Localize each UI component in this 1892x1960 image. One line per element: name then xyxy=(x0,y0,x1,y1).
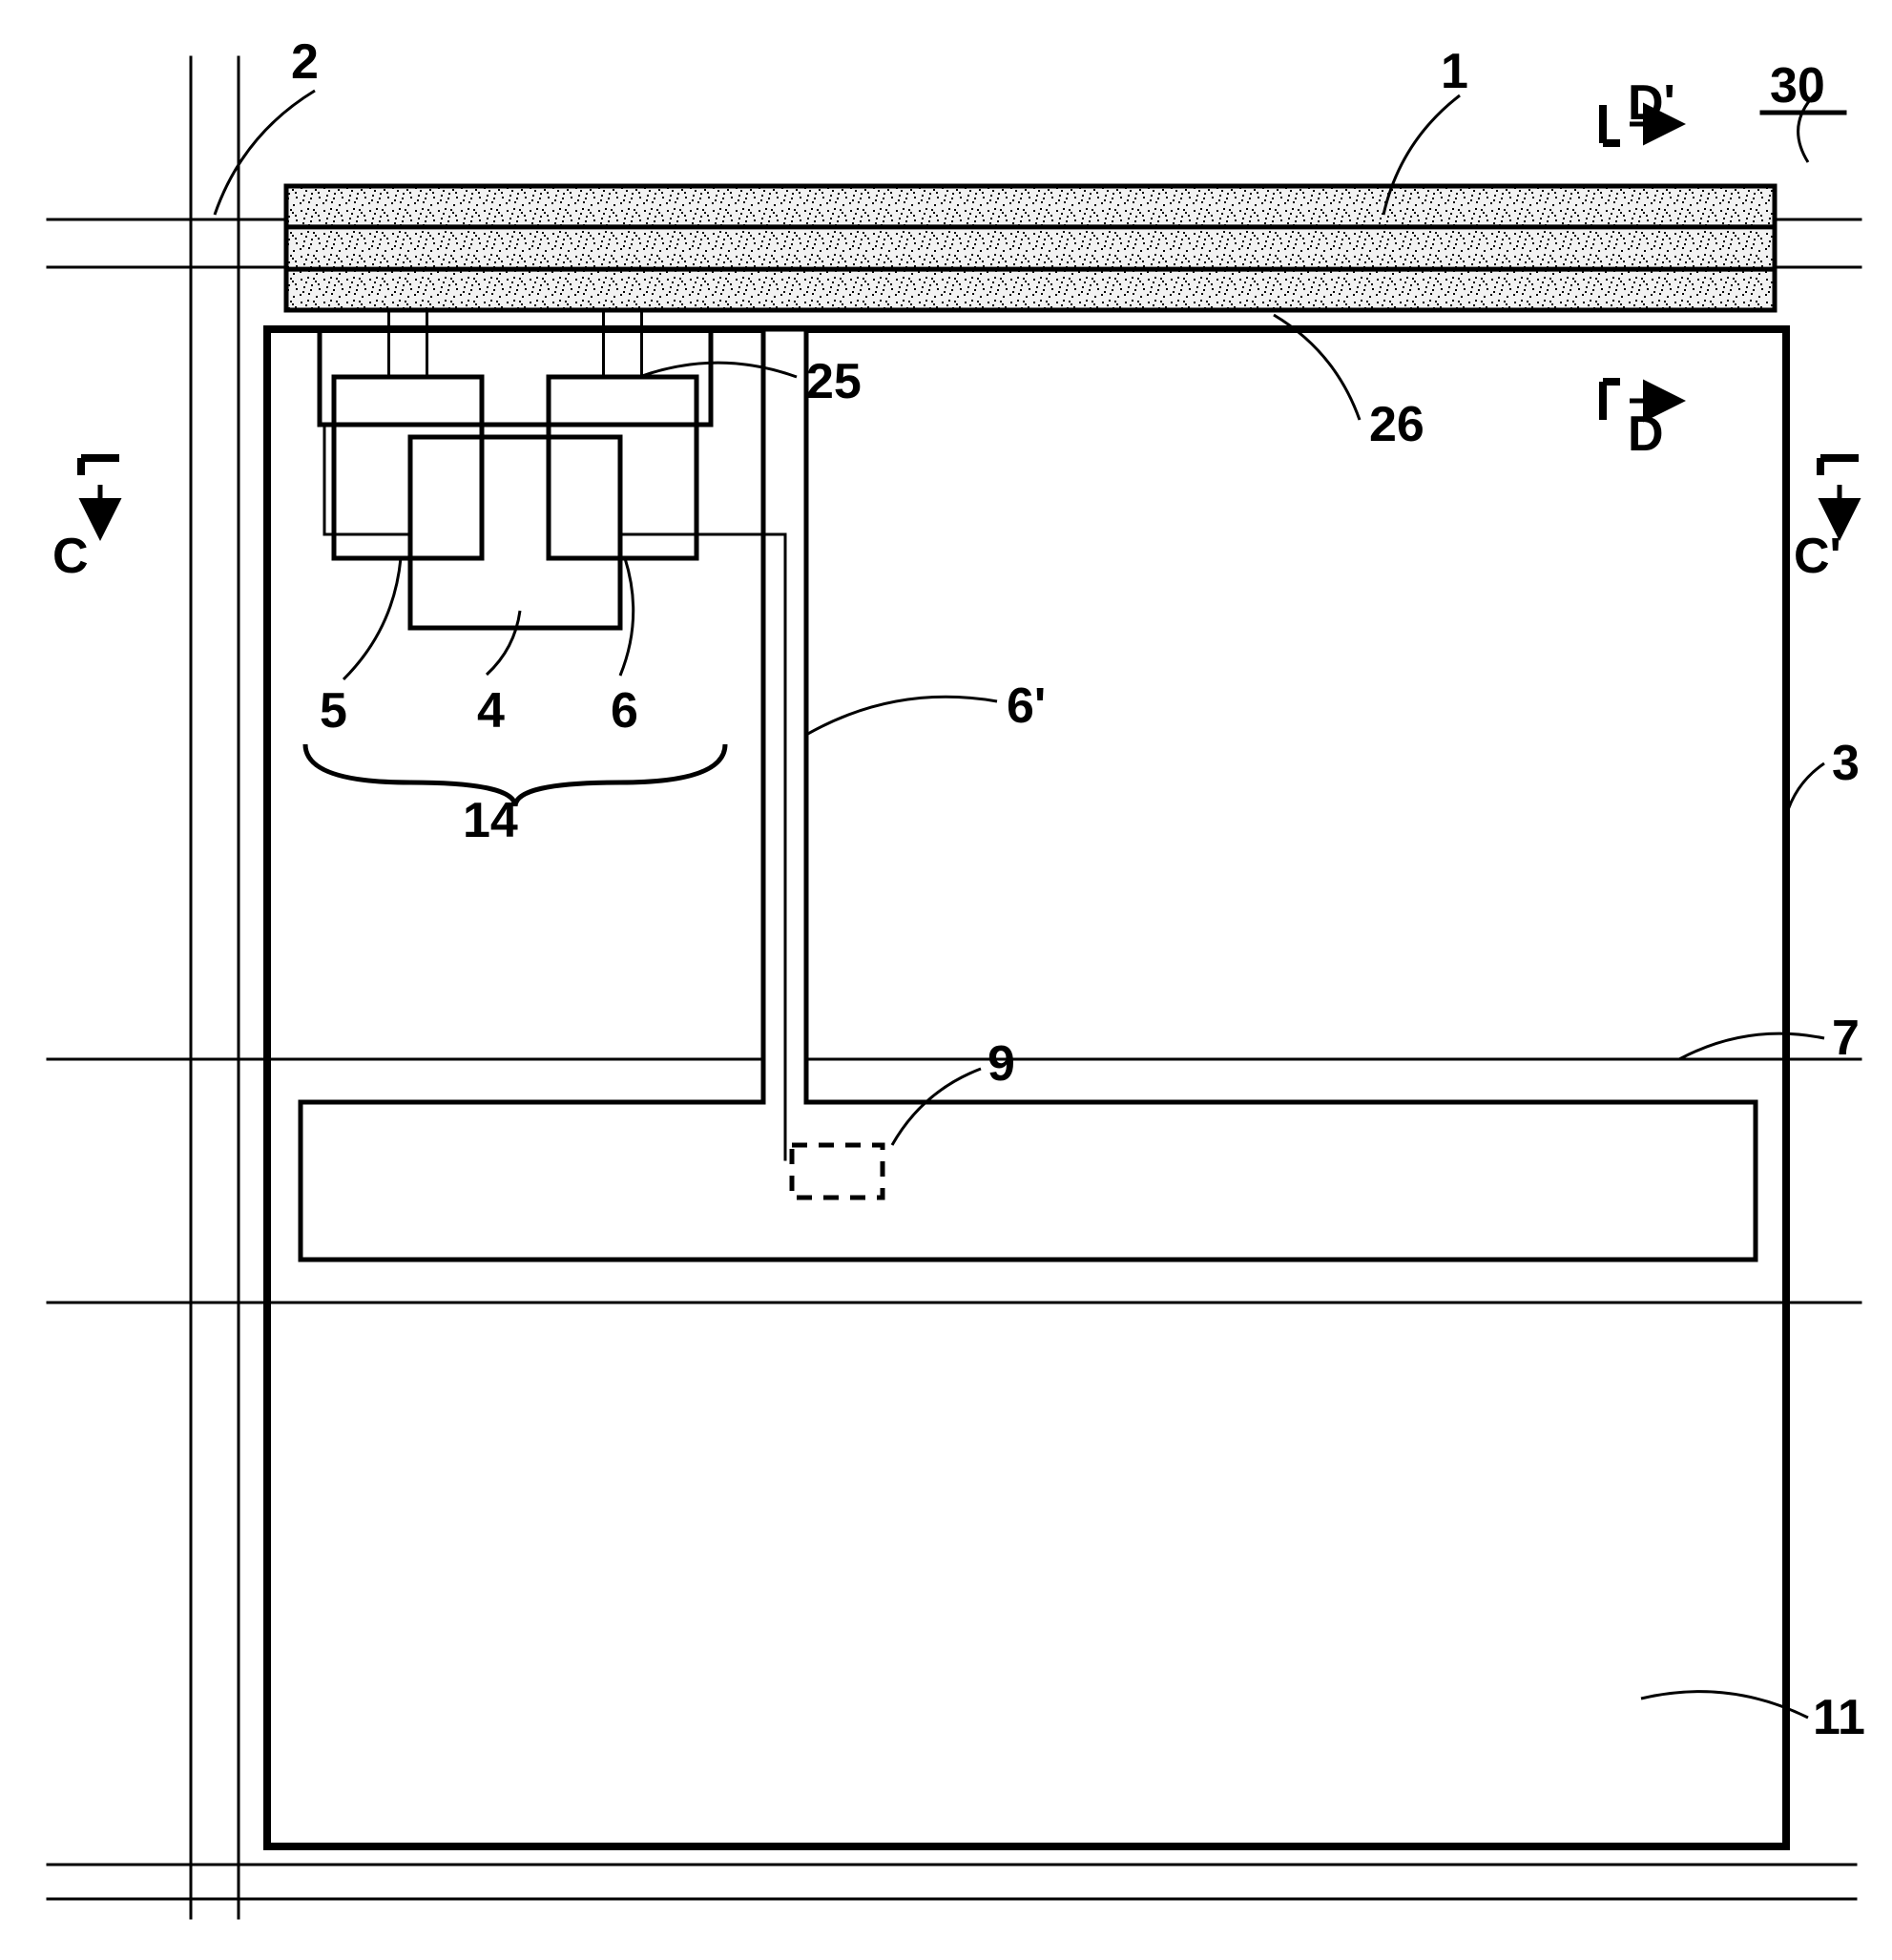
label-n4: 4 xyxy=(477,682,505,740)
diagram-stage: 2 1 D' 30 D 25 26 C C' 5 4 6 6' 3 14 9 7 11 xyxy=(0,0,1892,1960)
label-nC: C xyxy=(52,528,89,585)
label-nCp: C' xyxy=(1794,528,1841,585)
label-n5: 5 xyxy=(320,682,347,740)
label-n9: 9 xyxy=(988,1035,1015,1093)
label-n6p: 6' xyxy=(1007,678,1046,735)
label-n26: 26 xyxy=(1369,396,1424,453)
label-nDp: D' xyxy=(1628,74,1675,132)
label-n7: 7 xyxy=(1832,1010,1860,1067)
label-n6: 6 xyxy=(611,682,638,740)
label-n3: 3 xyxy=(1832,735,1860,792)
label-n14: 14 xyxy=(463,792,518,849)
label-n2: 2 xyxy=(291,33,319,91)
label-nD: D xyxy=(1628,406,1664,463)
label-n30: 30 xyxy=(1770,57,1825,115)
technical-diagram xyxy=(0,0,1892,1960)
label-n1: 1 xyxy=(1441,43,1468,100)
label-n11: 11 xyxy=(1813,1689,1865,1746)
label-n25: 25 xyxy=(806,353,862,410)
